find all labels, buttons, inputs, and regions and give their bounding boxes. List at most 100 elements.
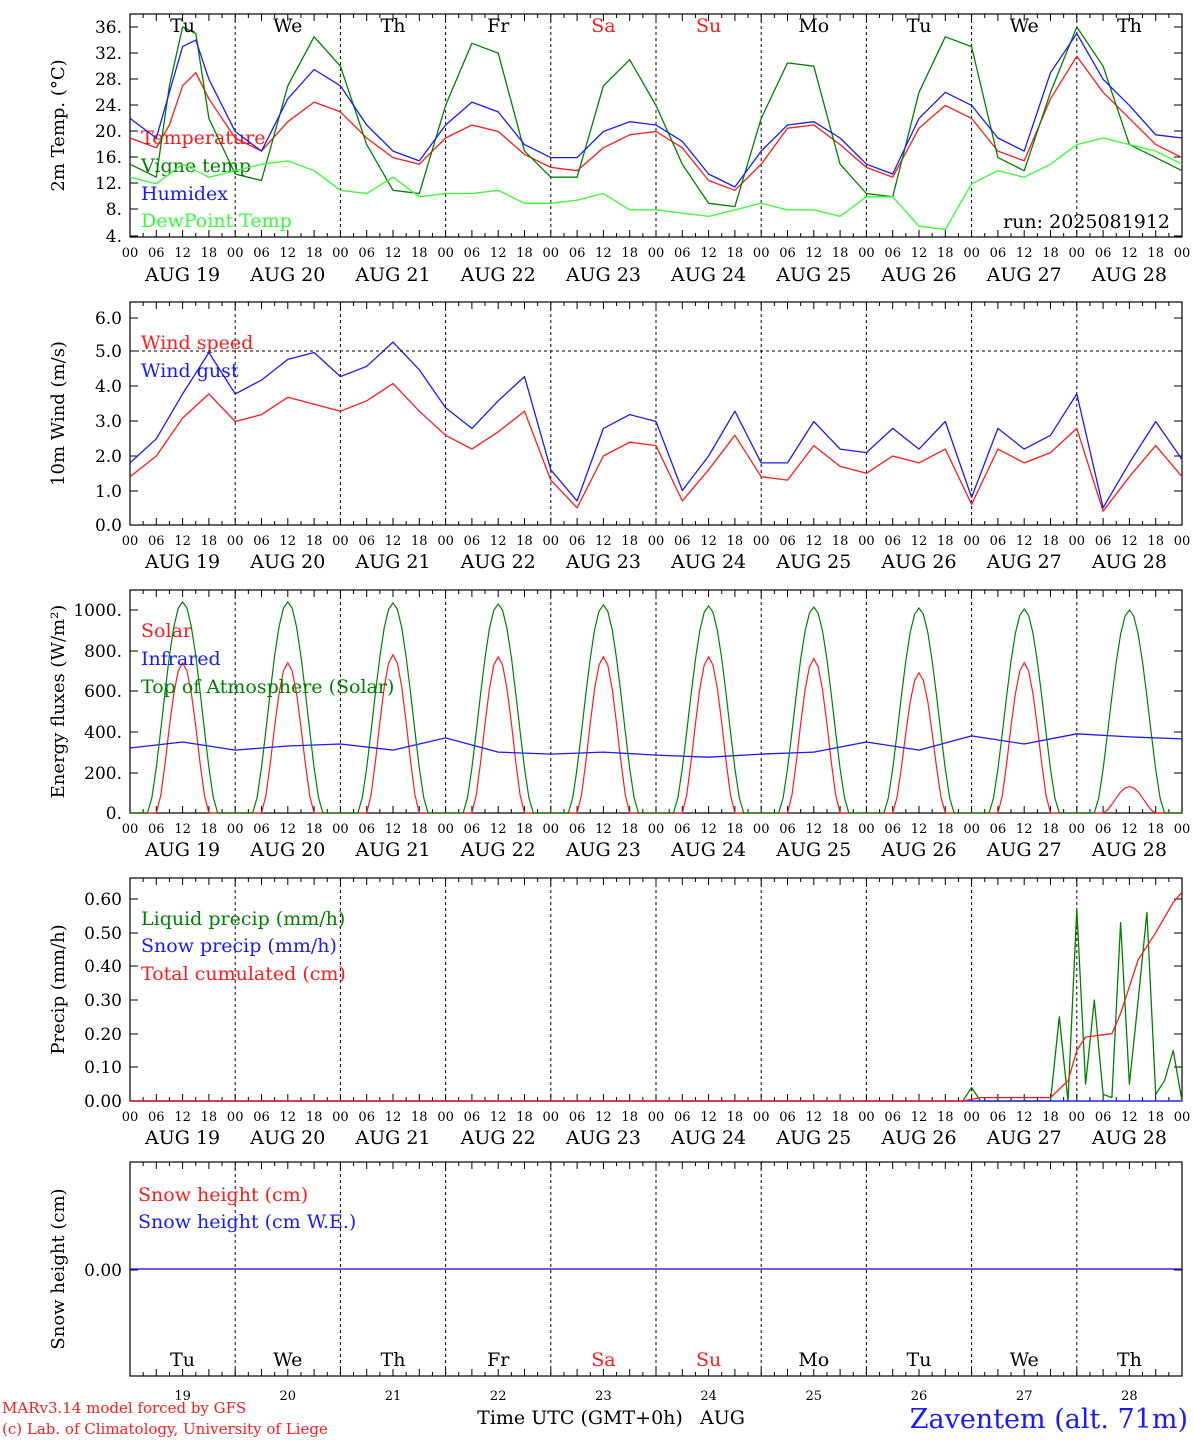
hour-tick-label: 06 [674, 246, 691, 261]
date-label: AUG 25 [775, 839, 851, 861]
hour-tick-label: 00 [227, 1110, 244, 1125]
hour-tick-label: 12 [700, 534, 717, 549]
hour-tick-label: 00 [437, 246, 454, 261]
hour-tick-label: 06 [779, 1110, 796, 1125]
hour-tick-label: 18 [201, 822, 218, 837]
day-name-bottom: Th [1117, 1349, 1142, 1371]
y-tick-label: 4. [106, 227, 122, 247]
hour-tick-label: 18 [516, 246, 533, 261]
day-name-top: We [273, 15, 302, 37]
day-name-bottom: Tu [907, 1349, 932, 1371]
day-number: 25 [806, 1389, 823, 1404]
hour-tick-label: 00 [648, 1110, 665, 1125]
hour-tick-label: 06 [253, 534, 270, 549]
y-axis-label: 2m Temp. (°C) [48, 59, 69, 191]
hour-tick-label: 00 [1174, 246, 1191, 261]
hour-tick-label: 18 [1042, 246, 1059, 261]
hour-tick-label: 06 [464, 1110, 481, 1125]
y-tick-label: 20. [95, 122, 122, 142]
hour-tick-label: 06 [674, 1110, 691, 1125]
hour-tick-label: 06 [148, 534, 165, 549]
day-number: 20 [280, 1389, 297, 1404]
hour-tick-label: 06 [1095, 822, 1112, 837]
date-label: AUG 23 [565, 1127, 641, 1149]
legend-series-temperature: Temperature [141, 127, 265, 149]
y-tick-label: 800. [84, 642, 122, 662]
series-wind-gust [129, 341, 1183, 509]
hour-tick-label: 06 [884, 1110, 901, 1125]
hour-tick-label: 18 [201, 534, 218, 549]
hour-tick-label: 12 [490, 1110, 507, 1125]
hour-tick-label: 12 [490, 534, 507, 549]
legend-series-wind-speed: Wind speed [141, 332, 253, 354]
date-label: AUG 26 [880, 551, 956, 573]
hour-tick-label: 00 [227, 822, 244, 837]
hour-tick-label: 00 [543, 534, 560, 549]
day-name-top: We [1010, 15, 1039, 37]
date-label: AUG 19 [144, 1127, 220, 1149]
lab-credit: (c) Lab. of Climatology, University of L… [2, 1420, 328, 1438]
hour-tick-label: 00 [648, 822, 665, 837]
y-tick-label: 0. [106, 804, 122, 824]
series-humidex [129, 32, 1183, 188]
hour-tick-label: 00 [122, 534, 139, 549]
day-name-bottom: Tu [170, 1349, 195, 1371]
day-name-bottom: Su [696, 1349, 721, 1371]
day-name-bottom: Fr [487, 1349, 510, 1371]
hour-tick-label: 06 [569, 246, 586, 261]
hour-tick-label: 00 [1069, 534, 1086, 549]
hour-tick-label: 12 [1121, 246, 1138, 261]
hour-tick-label: 06 [464, 246, 481, 261]
y-axis-label: Precip (mm/h) [48, 924, 69, 1054]
hour-tick-label: 06 [779, 246, 796, 261]
hour-tick-label: 18 [621, 822, 638, 837]
legend-series-vigne-temp: Vigne temp [140, 155, 251, 177]
hour-tick-label: 12 [595, 822, 612, 837]
date-label: AUG 20 [249, 1127, 325, 1149]
y-tick-label: 0.20 [84, 1025, 122, 1045]
series-infrared [129, 733, 1183, 758]
y-tick-label: 200. [84, 764, 122, 784]
hour-tick-label: 18 [937, 822, 954, 837]
hour-tick-label: 00 [122, 1110, 139, 1125]
y-tick-label: 16. [95, 148, 122, 168]
hour-tick-label: 18 [1147, 246, 1164, 261]
date-label: AUG 20 [249, 264, 325, 286]
date-label: AUG 22 [460, 264, 536, 286]
hour-tick-label: 18 [411, 822, 428, 837]
date-label: AUG 22 [460, 1127, 536, 1149]
hour-tick-label: 00 [753, 822, 770, 837]
y-tick-label: 28. [95, 70, 122, 90]
hour-tick-label: 12 [911, 1110, 928, 1125]
hour-tick-label: 12 [806, 1110, 823, 1125]
y-tick-label: 4.0 [95, 377, 122, 397]
series-wind-speed [129, 382, 1183, 512]
day-number: 24 [700, 1389, 717, 1404]
hour-tick-label: 06 [990, 534, 1007, 549]
date-label: AUG 26 [880, 264, 956, 286]
date-label: AUG 23 [565, 839, 641, 861]
hour-tick-label: 00 [122, 822, 139, 837]
date-label: AUG 22 [460, 551, 536, 573]
date-label: AUG 25 [775, 551, 851, 573]
y-tick-label: 5.0 [95, 342, 122, 362]
date-label: AUG 19 [144, 551, 220, 573]
hour-tick-label: 18 [411, 534, 428, 549]
date-label: AUG 20 [249, 551, 325, 573]
hour-tick-label: 06 [464, 534, 481, 549]
hour-tick-label: 18 [1147, 1110, 1164, 1125]
hour-tick-label: 06 [990, 822, 1007, 837]
y-tick-label: 32. [95, 44, 122, 64]
hour-tick-label: 18 [201, 246, 218, 261]
hour-tick-label: 18 [306, 534, 323, 549]
date-label: AUG 19 [144, 839, 220, 861]
hour-tick-label: 00 [437, 1110, 454, 1125]
y-tick-label: 0.00 [84, 1092, 122, 1112]
legend-series-total-cumulated-cm-: Total cumulated (cm) [141, 963, 346, 985]
hour-tick-label: 18 [1147, 822, 1164, 837]
hour-tick-label: 12 [280, 534, 297, 549]
y-tick-label: 24. [95, 96, 122, 116]
hour-tick-label: 12 [700, 822, 717, 837]
hour-tick-label: 00 [648, 534, 665, 549]
station-label: Zaventem (alt. 71m) [910, 1404, 1188, 1435]
